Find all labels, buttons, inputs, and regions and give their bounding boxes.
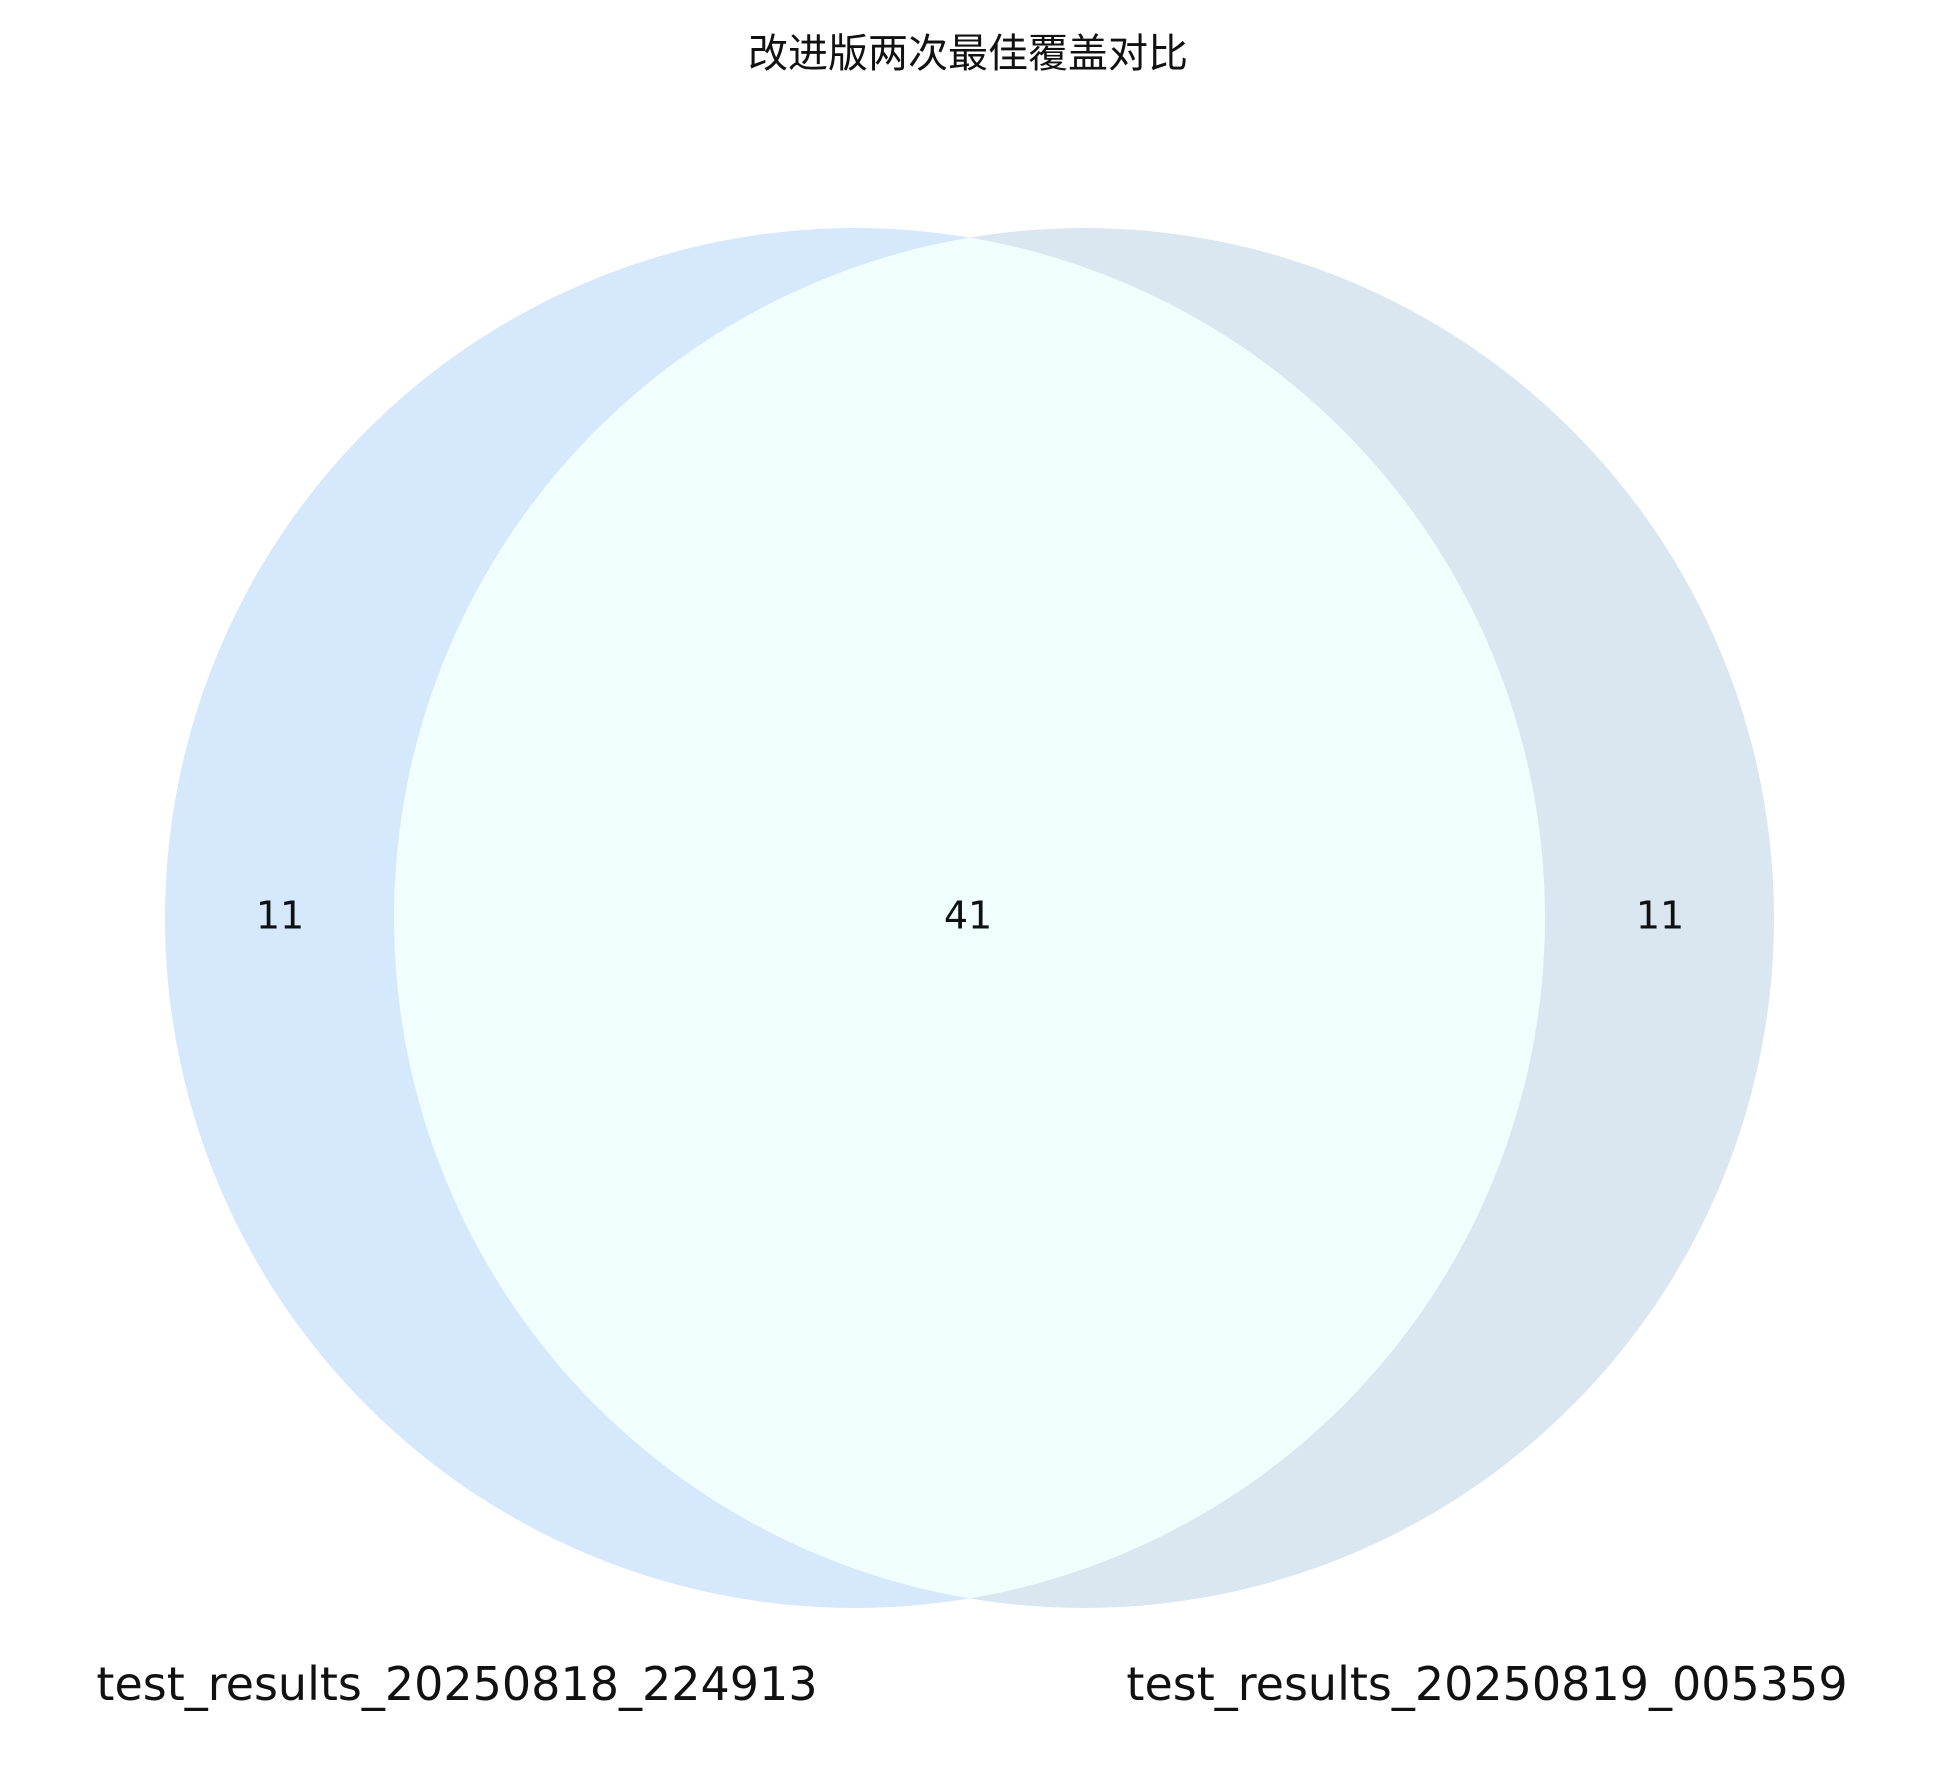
set-label-b: test_results_20250819_005359: [1126, 1657, 1847, 1711]
region-label-only-b: 11: [1636, 894, 1684, 938]
chart-title: 改进版两次最佳覆盖对比: [748, 31, 1188, 77]
set-label-a: test_results_20250818_224913: [96, 1657, 817, 1711]
region-label-intersection: 41: [944, 894, 992, 938]
region-label-only-a: 11: [256, 894, 304, 938]
